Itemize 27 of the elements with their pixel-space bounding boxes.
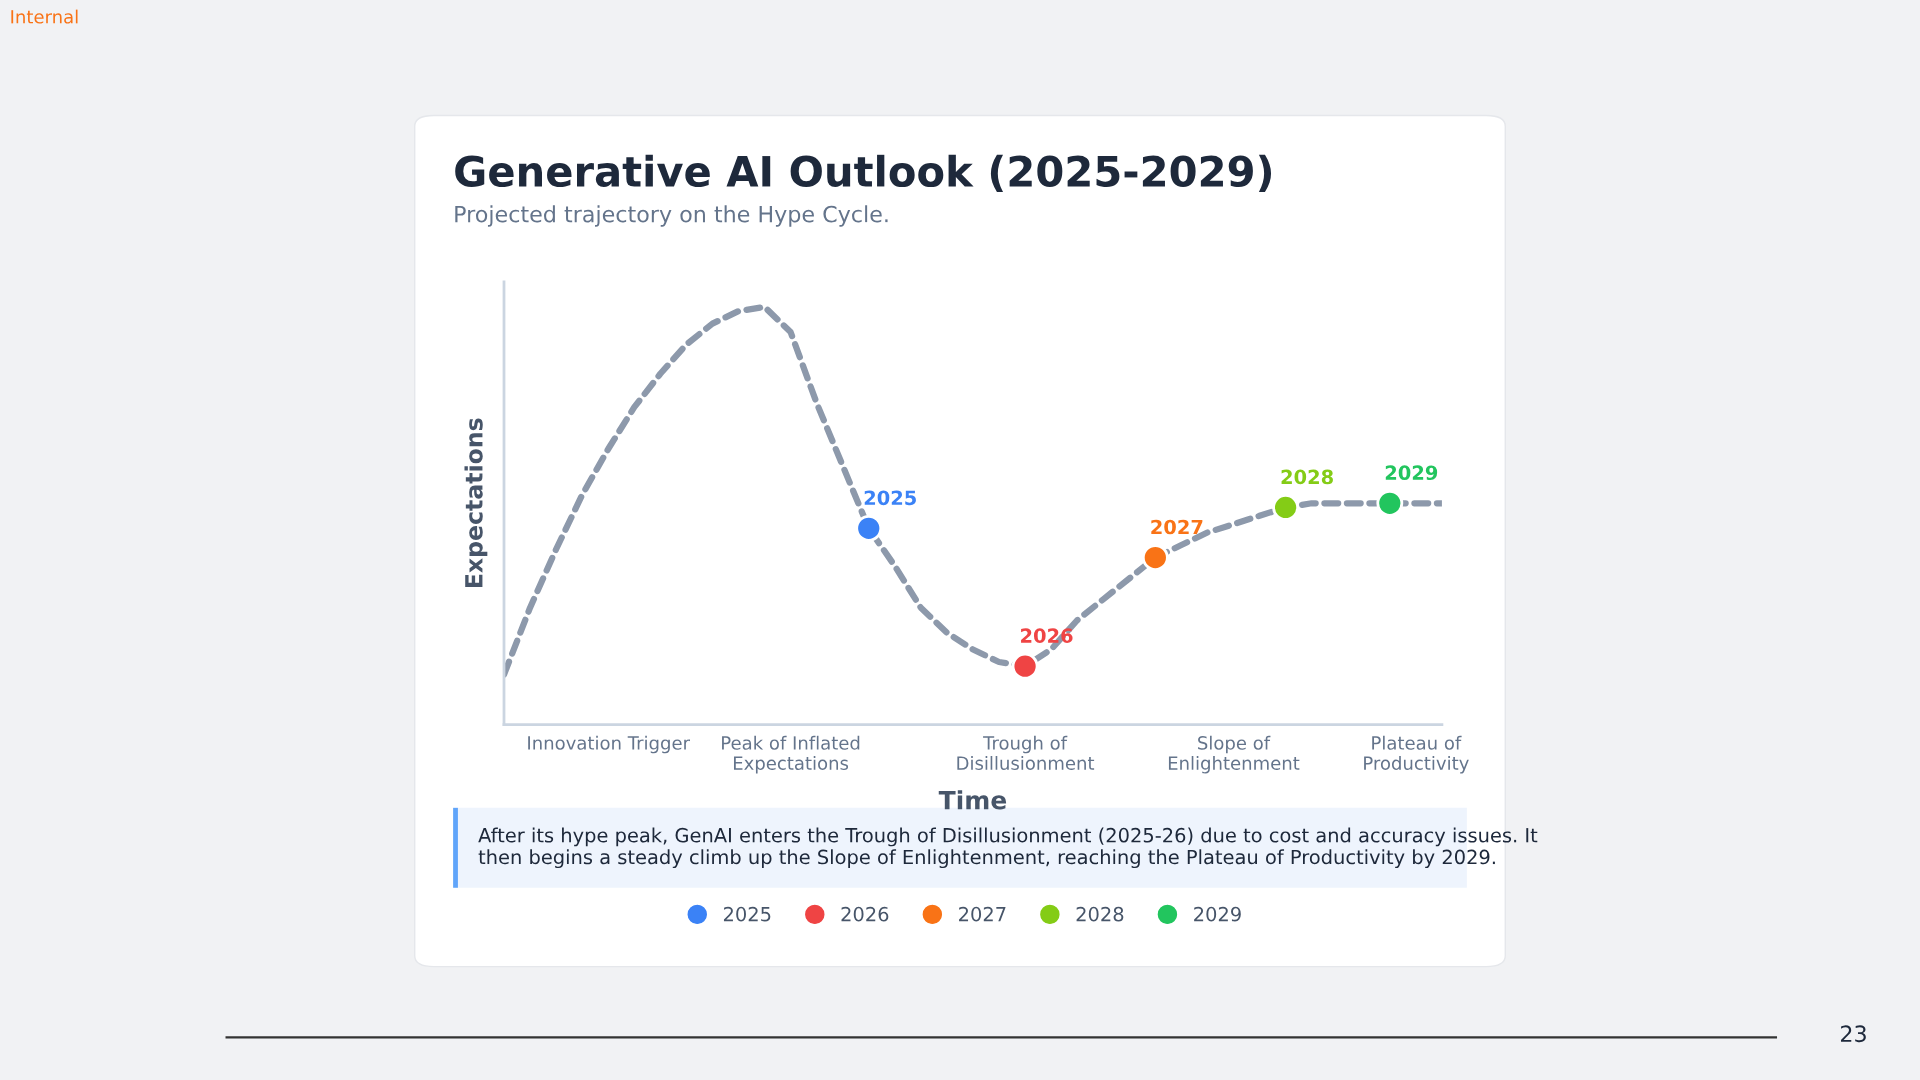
- text: 23: [1840, 1025, 1866, 1043]
- legend-label: 2028: [1076, 906, 1124, 922]
- legend-label: 2025: [723, 906, 771, 922]
- x-tick-label: Plateau of Productivity: [1364, 735, 1469, 774]
- text: 2029: [1385, 465, 1438, 481]
- legend-label: 2027: [959, 906, 1006, 922]
- x-tick-label: Slope of Enlightenment: [1168, 735, 1300, 774]
- chart-title: Generative AI Outlook (2025-2029): [455, 154, 1272, 192]
- point: [1141, 544, 1169, 571]
- text: 2027: [1151, 519, 1203, 535]
- text: 2028: [1281, 469, 1333, 485]
- text: 2026: [1021, 628, 1073, 643]
- x-tick-label: Peak of Inflated Expectations: [722, 735, 860, 774]
- point: [1272, 494, 1300, 521]
- x-tick-label: Trough of Disillusionment: [957, 735, 1095, 770]
- chart-subtitle: Projected trajectory on the Hype Cycle.: [455, 205, 888, 227]
- y-axis-title: Expectations: [464, 418, 488, 588]
- x-tick-label: Innovation Trigger: [528, 735, 691, 754]
- text: After its hype peak, GenAI enters the Trough of Disillusionment (2025-26) due to cost and accuracy issues. It then begins a steady climb up the Slope of Enlightenment, reaching the Plateau of Productivity by 2029.: [478, 827, 1538, 869]
- point: [855, 514, 883, 542]
- point: [1011, 652, 1039, 680]
- legend-label: 2026: [841, 906, 889, 922]
- text: 2025: [864, 490, 916, 506]
- legend-label: 2029: [1194, 906, 1241, 922]
- point: [1376, 489, 1404, 517]
- text: Internal: [11, 9, 78, 24]
- x-axis-title: Time: [938, 790, 1007, 810]
